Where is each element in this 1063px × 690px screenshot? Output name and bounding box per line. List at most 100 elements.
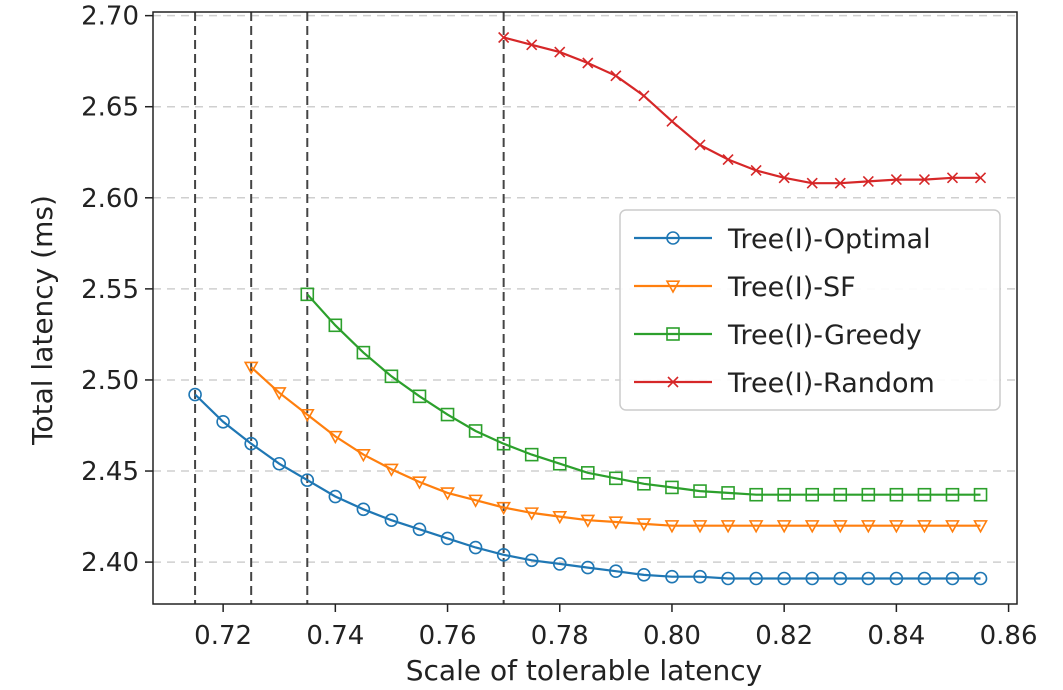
y-tick-label: 2.45 bbox=[81, 457, 139, 487]
data-point-square bbox=[328, 318, 343, 333]
data-point-triangle bbox=[327, 430, 343, 445]
legend-label: Tree(I)-Optimal bbox=[727, 224, 931, 255]
data-point-x bbox=[694, 139, 706, 151]
data-point-square bbox=[637, 476, 651, 491]
data-point-x bbox=[582, 57, 594, 69]
data-point-square bbox=[777, 487, 791, 502]
data-point-circle bbox=[244, 436, 258, 451]
x-tick-label: 0.72 bbox=[194, 621, 252, 651]
data-point-square bbox=[833, 487, 848, 502]
data-point-x bbox=[806, 177, 818, 189]
data-point-triangle bbox=[299, 408, 315, 423]
series-line bbox=[503, 36, 981, 185]
data-point-triangle bbox=[524, 507, 540, 521]
data-point-square bbox=[917, 487, 932, 502]
data-point-square bbox=[356, 345, 371, 360]
data-point-circle bbox=[666, 231, 680, 245]
x-tick-label: 0.80 bbox=[643, 621, 701, 651]
legend-item: Tree(I)-Optimal bbox=[634, 224, 931, 255]
data-point-x bbox=[890, 174, 902, 186]
data-point-circle bbox=[777, 571, 791, 586]
legend-item: Tree(I)-Random bbox=[634, 368, 935, 399]
x-tick-label: 0.84 bbox=[867, 621, 925, 651]
series-line bbox=[306, 293, 981, 496]
data-point-circle bbox=[356, 502, 371, 517]
data-point-x bbox=[862, 175, 874, 187]
series-tree-i-greedy bbox=[300, 287, 988, 502]
data-point-x bbox=[918, 174, 930, 186]
data-point-triangle bbox=[356, 449, 371, 463]
data-point-circle bbox=[945, 571, 960, 586]
data-point-circle bbox=[805, 571, 820, 586]
data-point-circle bbox=[917, 571, 932, 586]
y-tick-label: 2.40 bbox=[81, 548, 139, 578]
data-point-x bbox=[834, 177, 846, 189]
data-point-square bbox=[666, 327, 680, 341]
data-point-square bbox=[665, 480, 679, 495]
data-point-square bbox=[384, 369, 399, 384]
data-point-square bbox=[440, 407, 455, 422]
data-point-square bbox=[861, 487, 876, 502]
data-point-circle bbox=[609, 564, 623, 579]
data-point-triangle bbox=[271, 387, 287, 401]
data-point-triangle bbox=[973, 520, 988, 534]
data-point-circle bbox=[272, 456, 287, 471]
data-point-circle bbox=[524, 553, 539, 568]
legend-item: Tree(I)-Greedy bbox=[634, 320, 922, 351]
data-point-triangle bbox=[665, 280, 681, 294]
data-point-square bbox=[468, 424, 483, 438]
data-point-triangle bbox=[468, 494, 483, 508]
data-point-square bbox=[609, 471, 623, 486]
data-point-square bbox=[805, 487, 820, 502]
data-point-circle bbox=[637, 568, 651, 582]
plot-frame bbox=[152, 11, 1018, 605]
data-point-triangle bbox=[580, 514, 596, 528]
legend-label: Tree(I)-Random bbox=[727, 368, 935, 399]
data-point-triangle bbox=[243, 361, 259, 375]
data-point-circle bbox=[749, 571, 763, 586]
data-point-circle bbox=[468, 540, 483, 555]
series-group bbox=[188, 31, 988, 586]
x-tick-label: 0.82 bbox=[755, 621, 813, 651]
data-point-square bbox=[300, 287, 315, 302]
data-point-triangle bbox=[832, 520, 848, 534]
data-point-triangle bbox=[440, 487, 455, 501]
data-point-x bbox=[778, 172, 790, 184]
data-point-triangle bbox=[889, 520, 904, 534]
data-point-circle bbox=[889, 571, 904, 586]
data-point-circle bbox=[188, 387, 202, 402]
data-point-x bbox=[666, 115, 678, 127]
data-point-x bbox=[526, 39, 538, 51]
data-point-circle bbox=[973, 571, 988, 586]
data-point-square bbox=[552, 456, 567, 471]
data-point-x bbox=[554, 46, 566, 58]
data-point-x bbox=[974, 172, 987, 184]
data-point-triangle bbox=[917, 520, 932, 534]
data-point-triangle bbox=[664, 520, 680, 534]
data-point-x bbox=[750, 164, 762, 177]
data-point-triangle bbox=[776, 520, 792, 534]
data-point-square bbox=[524, 447, 539, 462]
legend-label: Tree(I)-SF bbox=[727, 272, 856, 303]
data-point-triangle bbox=[384, 463, 399, 477]
data-point-square bbox=[749, 487, 763, 502]
series-tree-i-optimal bbox=[188, 387, 988, 586]
data-point-circle bbox=[861, 571, 876, 586]
x-tick-label: 0.86 bbox=[980, 621, 1038, 651]
y-tick-label: 2.65 bbox=[81, 93, 139, 123]
data-point-triangle bbox=[945, 520, 960, 534]
legend: Tree(I)-Optimal Tree(I)-SF Tree(I)-Greedy T… bbox=[619, 209, 1001, 411]
series-tree-i-sf bbox=[243, 361, 988, 534]
data-point-x bbox=[498, 31, 510, 44]
data-point-circle bbox=[300, 473, 315, 487]
data-point-square bbox=[973, 487, 988, 502]
legend-item: Tree(I)-SF bbox=[634, 272, 856, 303]
series-line bbox=[250, 366, 981, 527]
axes: 2.40 2.45 2.50 2.55 2.60 2.65 2.70 0.72 0.74 0.76… bbox=[81, 2, 1037, 651]
data-point-triangle bbox=[636, 518, 652, 532]
data-point-triangle bbox=[608, 516, 624, 530]
data-point-triangle bbox=[720, 520, 736, 534]
data-point-triangle bbox=[692, 520, 708, 534]
data-point-circle bbox=[328, 489, 343, 504]
